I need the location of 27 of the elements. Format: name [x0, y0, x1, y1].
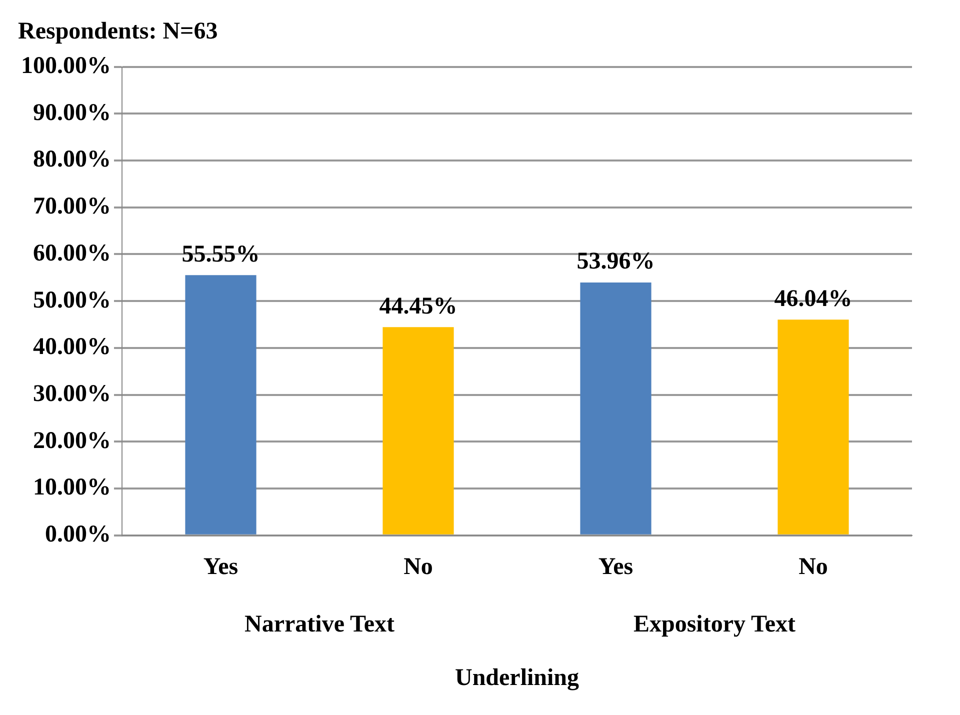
text: Narrative Text — [244, 612, 394, 638]
y-tick-label: 30.00% — [33, 381, 111, 408]
x-tick-label: Yes — [203, 554, 238, 580]
text: Expository Text — [633, 612, 796, 638]
bar — [778, 320, 849, 534]
y-tick-label: 80.00% — [33, 146, 111, 173]
y-tick-label: 10.00% — [33, 474, 111, 501]
bar — [185, 275, 256, 534]
y-tick-label: 60.00% — [33, 240, 111, 266]
y-tick-label: 50.00% — [33, 287, 111, 314]
y-tick-label: 70.00% — [33, 194, 111, 220]
x-tick-label: Yes — [598, 554, 634, 580]
x-axis-title: Underlining — [454, 664, 580, 691]
bar — [382, 327, 454, 534]
x-tick-label: No — [404, 554, 433, 580]
x-tick-label: No — [798, 554, 828, 580]
data-label: 46.04% — [774, 286, 852, 312]
bar — [580, 282, 652, 534]
y-tick-label: 40.00% — [33, 334, 111, 360]
y-tick-label: 0.00% — [45, 522, 111, 548]
data-label: 55.55% — [182, 241, 260, 268]
y-tick-label: 100.00% — [21, 53, 111, 80]
y-tick-label: 20.00% — [33, 428, 111, 454]
data-label: 53.96% — [576, 248, 655, 275]
data-label: 44.45% — [379, 293, 458, 320]
y-tick-label: 90.00% — [33, 100, 111, 126]
chart-title: Respondents: N=63 — [18, 18, 218, 45]
